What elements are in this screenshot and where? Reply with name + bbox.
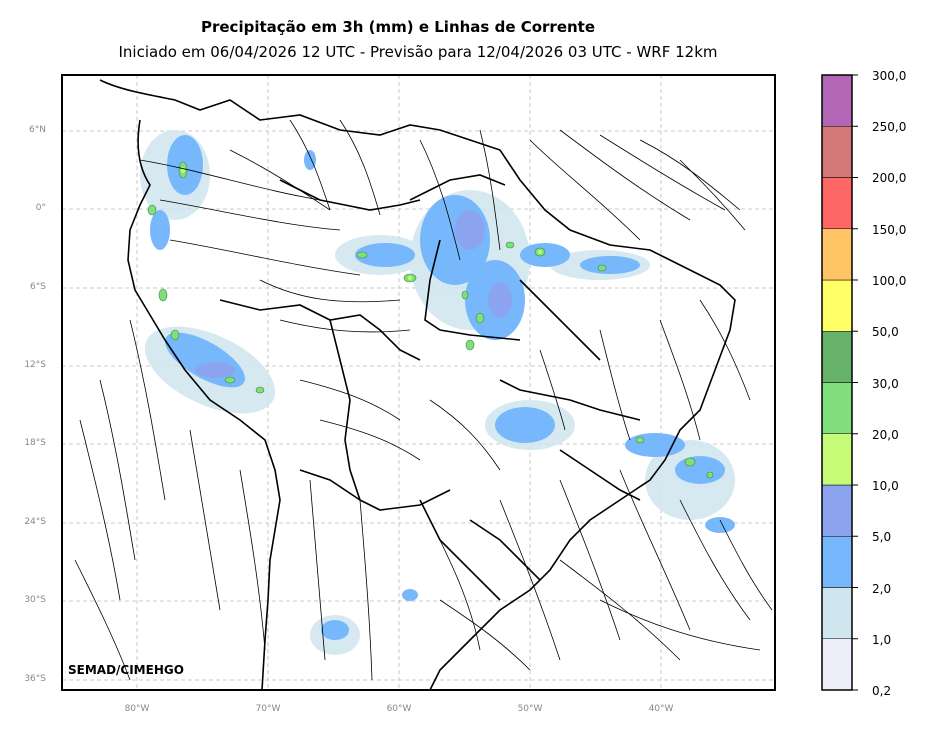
colorbar-swatch — [821, 587, 853, 639]
colorbar-swatch — [821, 638, 853, 691]
lon-label-80w: 80°W — [124, 704, 150, 714]
lon-label-40w: 40°W — [648, 704, 674, 714]
colorbar-label: 30,0 — [872, 377, 899, 391]
colorbar-label: 2,0 — [872, 582, 892, 596]
lat-label-24s: 24°S — [24, 517, 46, 527]
colorbar-label: 20,0 — [872, 428, 899, 442]
streamlines — [74, 119, 773, 681]
colorbar-frame — [821, 74, 853, 691]
lat-label-0: 0° — [35, 203, 46, 213]
lat-label-6s: 6°S — [30, 282, 46, 292]
lat-label-18s: 18°S — [24, 438, 46, 448]
colorbar-swatch — [821, 126, 853, 178]
colorbar-label: 200,0 — [872, 171, 907, 185]
colorbar-swatch — [821, 382, 853, 434]
colorbar-label: 5,0 — [872, 530, 892, 544]
colorbar-swatch — [821, 228, 853, 281]
colorbar-swatch — [821, 331, 853, 383]
lat-label-30s: 30°S — [24, 595, 46, 605]
map-frame — [61, 74, 776, 691]
lon-label-60w: 60°W — [386, 704, 412, 714]
colorbar-swatch — [821, 74, 853, 127]
colorbar-label: 150,0 — [872, 223, 907, 237]
colorbar-swatch — [821, 433, 853, 486]
map-subtitle: Iniciado em 06/04/2026 12 UTC - Previsão… — [118, 43, 718, 61]
colorbar-swatch — [821, 536, 853, 588]
colorbar-label: 0,2 — [872, 684, 892, 698]
lon-label-70w: 70°W — [255, 704, 281, 714]
country-borders — [99, 79, 736, 690]
lat-label-6n: 6°N — [29, 125, 46, 135]
watermark: SEMAD/CIMEHGO — [68, 663, 184, 677]
colorbar-label: 10,0 — [872, 479, 899, 493]
map-title: Precipitação em 3h (mm) e Linhas de Corr… — [200, 18, 596, 36]
colorbar-label: 100,0 — [872, 274, 907, 288]
colorbar-label: 50,0 — [872, 325, 899, 339]
colorbar-swatch — [821, 484, 853, 537]
colorbar-label: 300,0 — [872, 69, 907, 83]
colorbar-swatch — [821, 279, 853, 332]
colorbar-label: 250,0 — [872, 120, 907, 134]
lon-label-50w: 50°W — [517, 704, 543, 714]
colorbar-label: 1,0 — [872, 633, 892, 647]
lat-label-36s: 36°S — [24, 674, 46, 684]
lat-label-12s: 12°S — [24, 360, 46, 370]
colorbar-swatch — [821, 177, 853, 229]
